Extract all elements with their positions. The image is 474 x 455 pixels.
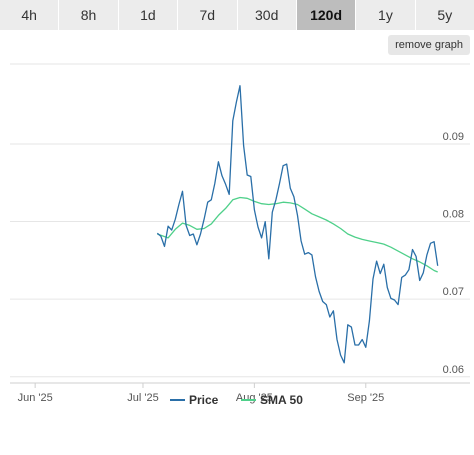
legend: Price SMA 50 bbox=[170, 393, 303, 407]
remove-graph-button[interactable]: remove graph bbox=[388, 35, 470, 55]
y-tick-label: 0.08 bbox=[443, 209, 464, 221]
x-tick-label: Jun '25 bbox=[18, 392, 53, 404]
y-tick-label: 0.09 bbox=[443, 131, 464, 143]
tab-30d[interactable]: 30d bbox=[237, 0, 297, 30]
tab-1y[interactable]: 1y bbox=[356, 0, 416, 30]
y-axis-ticks: 0.06 0.07 0.08 0.09 bbox=[443, 131, 464, 376]
tab-5y[interactable]: 5y bbox=[415, 0, 474, 30]
legend-label: Price bbox=[189, 393, 219, 407]
y-tick-label: 0.07 bbox=[443, 286, 464, 298]
timeframe-tabs: 4h 8h 1d 7d 30d 120d 1y 5y bbox=[0, 0, 474, 30]
grid-lines bbox=[10, 63, 470, 384]
series-lines bbox=[156, 85, 439, 364]
legend-item-sma-50[interactable]: SMA 50 bbox=[241, 393, 303, 407]
series-line-price bbox=[156, 85, 439, 364]
y-tick-label: 0.06 bbox=[443, 364, 464, 376]
tab-4h[interactable]: 4h bbox=[0, 0, 60, 30]
x-tick-label: Jul '25 bbox=[127, 392, 158, 404]
series-line-sma-50 bbox=[157, 196, 438, 273]
tab-7d[interactable]: 7d bbox=[178, 0, 238, 30]
tab-1d[interactable]: 1d bbox=[118, 0, 179, 30]
tab-8h[interactable]: 8h bbox=[59, 0, 119, 30]
x-tick-label: Sep '25 bbox=[347, 392, 384, 404]
tab-120d[interactable]: 120d bbox=[296, 0, 357, 30]
legend-label: SMA 50 bbox=[260, 393, 303, 407]
legend-item-price[interactable]: Price bbox=[170, 393, 219, 407]
